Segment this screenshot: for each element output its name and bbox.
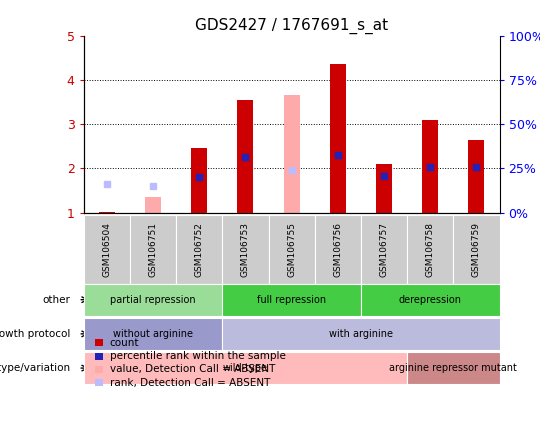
- Text: GSM106751: GSM106751: [148, 222, 158, 277]
- Text: count: count: [110, 338, 139, 348]
- Text: growth protocol: growth protocol: [0, 329, 70, 339]
- Text: full repression: full repression: [257, 295, 326, 305]
- Text: wild-type: wild-type: [223, 363, 268, 373]
- Text: derepression: derepression: [399, 295, 462, 305]
- Text: percentile rank within the sample: percentile rank within the sample: [110, 351, 286, 361]
- Text: partial repression: partial repression: [110, 295, 196, 305]
- Bar: [145, 197, 161, 213]
- Bar: [284, 95, 300, 213]
- Text: GSM106757: GSM106757: [380, 222, 388, 277]
- Text: GSM106504: GSM106504: [102, 222, 111, 277]
- Bar: [376, 164, 392, 213]
- Text: GSM106755: GSM106755: [287, 222, 296, 277]
- Text: without arginine: without arginine: [113, 329, 193, 339]
- Bar: [99, 212, 115, 213]
- Text: arginine repressor mutant: arginine repressor mutant: [389, 363, 517, 373]
- Text: with arginine: with arginine: [329, 329, 393, 339]
- Text: GSM106759: GSM106759: [472, 222, 481, 277]
- Text: other: other: [42, 295, 70, 305]
- Bar: [237, 100, 253, 213]
- Text: GSM106758: GSM106758: [426, 222, 435, 277]
- Bar: [422, 120, 438, 213]
- Text: rank, Detection Call = ABSENT: rank, Detection Call = ABSENT: [110, 378, 270, 388]
- Text: GSM106753: GSM106753: [241, 222, 250, 277]
- Bar: [468, 139, 484, 213]
- Text: GSM106752: GSM106752: [195, 222, 204, 277]
- Bar: [330, 64, 346, 213]
- Text: value, Detection Call = ABSENT: value, Detection Call = ABSENT: [110, 365, 275, 374]
- Text: GSM106756: GSM106756: [333, 222, 342, 277]
- Title: GDS2427 / 1767691_s_at: GDS2427 / 1767691_s_at: [195, 18, 388, 34]
- Text: genotype/variation: genotype/variation: [0, 363, 70, 373]
- Bar: [191, 148, 207, 213]
